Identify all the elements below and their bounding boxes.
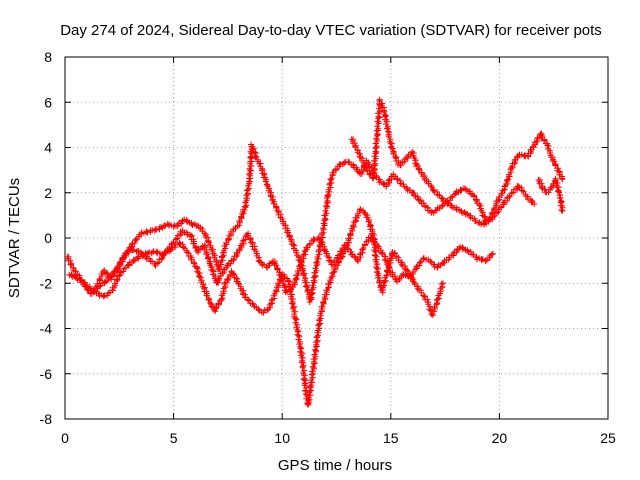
y-tick-label: 8 xyxy=(44,49,52,65)
y-tick-label: -6 xyxy=(40,366,53,382)
series-track-2 xyxy=(64,227,496,297)
x-tick-label: 0 xyxy=(61,430,69,446)
chart-title: Day 274 of 2024, Sidereal Day-to-day VTE… xyxy=(60,22,602,39)
y-tick-label: 0 xyxy=(44,230,52,246)
data-marker-path xyxy=(535,175,566,214)
data-marker-path xyxy=(348,96,566,228)
y-tick-label: -8 xyxy=(40,411,53,427)
x-axis-label: GPS time / hours xyxy=(278,457,392,474)
data-marker-path xyxy=(64,227,496,297)
data-marker-path xyxy=(66,206,446,408)
data-points xyxy=(64,96,566,408)
x-tick-label: 25 xyxy=(600,430,616,446)
y-tick-label: 4 xyxy=(44,140,52,156)
data-marker-path xyxy=(94,141,538,305)
y-axis-label: SDTVAR / TECUs xyxy=(6,178,23,298)
y-tick-label: -4 xyxy=(40,321,53,337)
y-tick-label: 6 xyxy=(44,94,52,110)
series-track-1 xyxy=(66,206,446,408)
y-tick-label: -2 xyxy=(40,275,53,291)
series-track-5 xyxy=(535,175,566,214)
series-track-4 xyxy=(348,96,566,228)
ticks: 0 5 10 15 20 25 -8 -6 -4 -2 0 2 4 6 8 xyxy=(40,49,616,446)
x-tick-label: 10 xyxy=(274,430,290,446)
x-tick-label: 15 xyxy=(383,430,399,446)
y-tick-label: 2 xyxy=(44,185,52,201)
x-tick-label: 5 xyxy=(170,430,178,446)
grid xyxy=(65,57,608,419)
x-tick-label: 20 xyxy=(492,430,508,446)
series-track-3 xyxy=(94,141,538,305)
